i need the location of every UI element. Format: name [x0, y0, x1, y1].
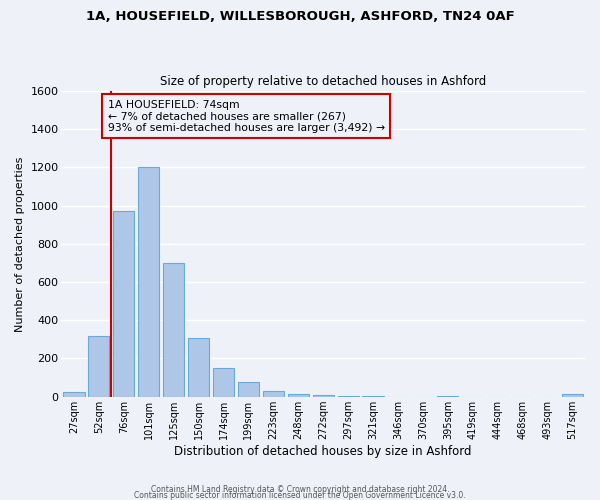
X-axis label: Distribution of detached houses by size in Ashford: Distribution of detached houses by size … [175, 444, 472, 458]
Bar [113, 212, 134, 396]
Title: Size of property relative to detached houses in Ashford: Size of property relative to detached ho… [160, 76, 487, 88]
Text: Contains public sector information licensed under the Open Government Licence v3: Contains public sector information licen… [134, 490, 466, 500]
Bar [238, 382, 259, 396]
Bar [313, 395, 334, 396]
Bar [188, 338, 209, 396]
Bar [138, 168, 160, 396]
Text: Contains HM Land Registry data © Crown copyright and database right 2024.: Contains HM Land Registry data © Crown c… [151, 485, 449, 494]
Bar [263, 392, 284, 396]
Bar [163, 263, 184, 396]
Bar [213, 368, 234, 396]
Bar [562, 394, 583, 396]
Text: 1A, HOUSEFIELD, WILLESBOROUGH, ASHFORD, TN24 0AF: 1A, HOUSEFIELD, WILLESBOROUGH, ASHFORD, … [86, 10, 514, 23]
Text: 1A HOUSEFIELD: 74sqm
← 7% of detached houses are smaller (267)
93% of semi-detac: 1A HOUSEFIELD: 74sqm ← 7% of detached ho… [107, 100, 385, 133]
Bar [288, 394, 309, 396]
Y-axis label: Number of detached properties: Number of detached properties [15, 156, 25, 332]
Bar [88, 336, 109, 396]
Bar [64, 392, 85, 396]
